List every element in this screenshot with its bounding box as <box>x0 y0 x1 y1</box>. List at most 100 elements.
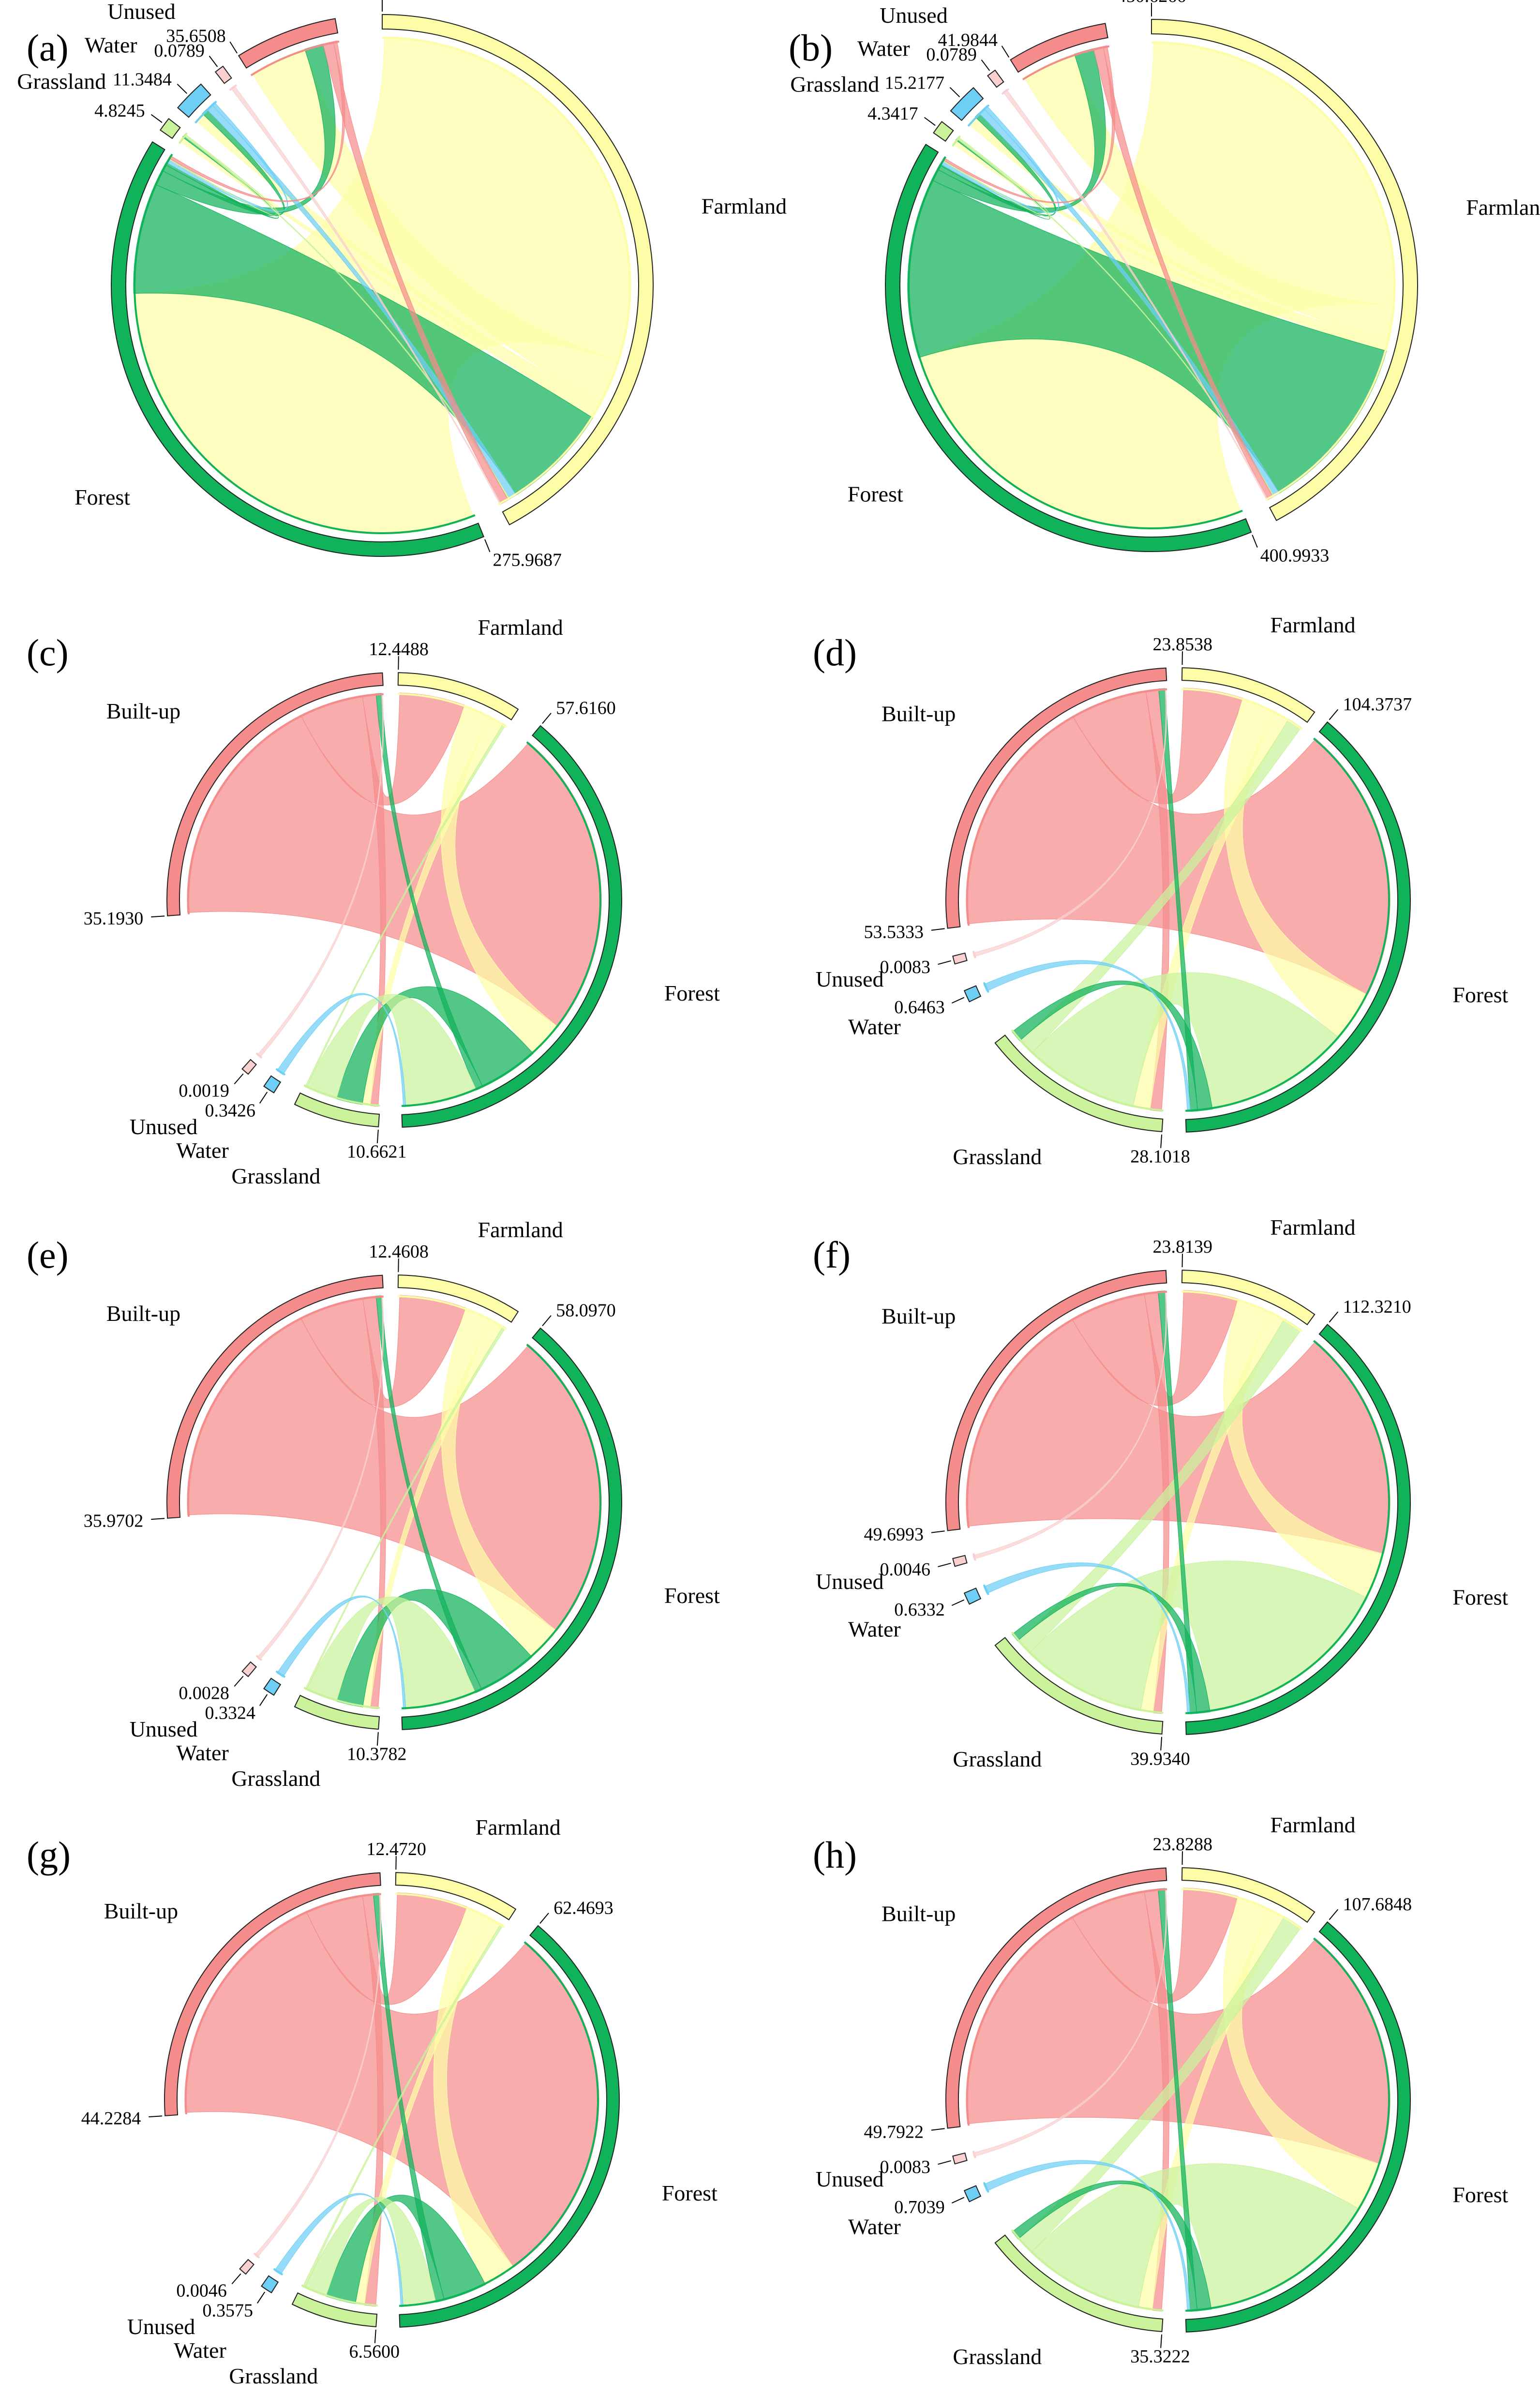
inner-band-unused <box>253 2252 260 2259</box>
value-tick <box>209 56 218 67</box>
value-tick <box>376 1129 379 1143</box>
value-tick <box>1329 1909 1339 1920</box>
chord-ribbon <box>375 693 483 1091</box>
inner-band-water <box>983 2182 989 2193</box>
chord-ribbon <box>304 723 506 1088</box>
value-label: 15.2177 <box>885 73 945 93</box>
value-tick <box>981 59 990 71</box>
value-label: 23.8139 <box>1152 1237 1212 1257</box>
category-label: Water <box>174 2338 226 2363</box>
chord-ribbon <box>276 1595 406 1710</box>
category-label: Farmland <box>1270 1215 1355 1240</box>
category-label: Farmland <box>1270 1812 1355 1837</box>
value-label: 0.6332 <box>894 1600 945 1620</box>
value-tick <box>150 114 163 123</box>
inner-band-water <box>273 2268 284 2276</box>
value-tick <box>259 1092 268 1104</box>
value-label: 39.9340 <box>1130 1749 1190 1769</box>
chord-ribbon <box>274 2193 404 2307</box>
outer-ring-farmland <box>1181 667 1316 723</box>
category-label: Water <box>85 32 137 57</box>
value-tick <box>938 1562 951 1567</box>
outer-ring-unused <box>239 2259 255 2275</box>
outer-ring-built-up <box>1010 23 1108 73</box>
chord-panel: (c) 12.4488 Farmland 57.6160 Forest 10.6621 Gr… <box>27 615 720 1188</box>
ribbons <box>187 1295 602 1710</box>
category-label: Grassland <box>953 1144 1042 1169</box>
panel-letter: (e) <box>27 1234 69 1276</box>
value-label: 23.8538 <box>1152 634 1212 655</box>
chord-ribbon <box>1012 1583 1211 1714</box>
outer-ring-forest <box>399 1925 620 2328</box>
outer-ring-farmland <box>382 14 654 525</box>
outer-ring-unused <box>987 69 1004 88</box>
category-label: Forest <box>662 2181 718 2205</box>
inner-band-built-up <box>1022 45 1110 80</box>
outer-ring-built-up <box>166 672 384 916</box>
outer-ring-grassland <box>294 1694 380 1730</box>
value-label: 35.6508 <box>166 26 226 46</box>
outer-ring-forest <box>401 725 622 1128</box>
outer-ring-grassland <box>994 2234 1164 2332</box>
category-label: Farmland <box>478 1217 563 1242</box>
outer-ring-forest <box>885 144 1252 552</box>
category-label: Farmland <box>475 1815 560 1840</box>
outer-ring-farmland <box>1151 18 1418 521</box>
outer-ring-built-up <box>945 667 1167 929</box>
value-label: 12.4608 <box>369 1242 429 1262</box>
value-label: 0.0046 <box>880 1559 931 1580</box>
category-label: Unused <box>130 1717 198 1741</box>
value-label: 35.3222 <box>1130 2347 1190 2367</box>
inner-band-built-up <box>250 40 340 76</box>
outer-ring-unused <box>952 2152 968 2165</box>
outer-ring-built-up <box>945 1270 1167 1531</box>
value-label: 11.3484 <box>113 69 172 90</box>
value-label: 44.2284 <box>81 2108 141 2128</box>
value-tick <box>376 1732 379 1746</box>
inner-band-water <box>967 104 990 127</box>
value-label: 400.9933 <box>1260 545 1330 566</box>
value-label: 0.0019 <box>179 1080 229 1101</box>
outer-ring-forest <box>1185 1921 1411 2333</box>
category-label: Farmland <box>702 194 787 218</box>
category-label: Built-up <box>104 1899 178 1923</box>
value-tick <box>931 1530 945 1533</box>
chord-panel: (h) 23.8288 Farmland 107.6848 Forest 35.3222 G… <box>813 1812 1509 2369</box>
chord-ribbon <box>1012 2180 1212 2311</box>
category-label: Forest <box>848 482 903 507</box>
value-label: 450.6266 <box>1117 0 1186 6</box>
outer-ring-grassland <box>994 1637 1164 1735</box>
category-label: Grassland <box>231 1766 320 1791</box>
value-tick <box>931 928 945 931</box>
category-label: Grassland <box>953 2344 1042 2369</box>
value-tick <box>256 2291 266 2304</box>
value-label: 49.7922 <box>864 2122 924 2142</box>
category-label: Water <box>848 2214 901 2239</box>
panel-letter: (b) <box>789 27 833 69</box>
panel-letter: (f) <box>813 1234 851 1276</box>
value-tick <box>951 1599 965 1606</box>
value-tick <box>231 2273 241 2285</box>
outer-ring-forest <box>1185 1323 1411 1735</box>
value-tick <box>259 1694 268 1706</box>
value-tick <box>938 960 951 965</box>
category-label: Forest <box>664 981 720 1005</box>
value-tick <box>149 2115 163 2118</box>
outer-ring-unused <box>952 952 968 965</box>
outer-ring-water <box>177 83 211 118</box>
panel-letter: (h) <box>813 1834 857 1876</box>
value-label: 107.6848 <box>1343 1894 1412 1915</box>
ribbons <box>966 1290 1390 1715</box>
outer-ring-unused <box>241 1661 257 1677</box>
chord-ribbon <box>1017 1916 1302 2253</box>
outer-ring-built-up <box>166 1274 384 1519</box>
value-tick <box>229 41 238 54</box>
value-label: 0.0083 <box>880 957 931 977</box>
inner-band-water <box>275 1670 286 1678</box>
outer-ring-unused <box>241 1059 257 1075</box>
value-tick <box>951 2197 965 2204</box>
outer-ring-built-up <box>238 18 339 69</box>
outer-ring-grassland <box>994 1034 1164 1132</box>
value-label: 0.0083 <box>880 2157 931 2177</box>
outer-ring-water <box>963 2185 982 2202</box>
